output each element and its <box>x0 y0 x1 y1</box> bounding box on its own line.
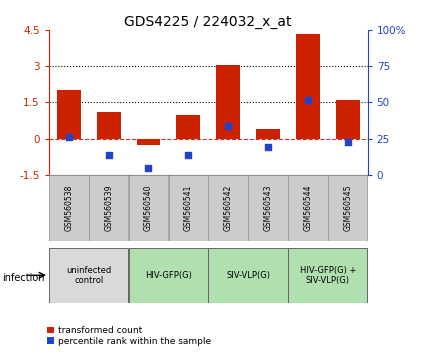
Point <box>65 135 72 140</box>
FancyBboxPatch shape <box>129 175 168 241</box>
FancyBboxPatch shape <box>49 248 128 303</box>
Text: GSM560543: GSM560543 <box>264 184 272 231</box>
FancyBboxPatch shape <box>208 175 248 241</box>
Text: uninfected
control: uninfected control <box>66 266 111 285</box>
Text: HIV-GFP(G): HIV-GFP(G) <box>145 271 192 280</box>
Text: GSM560538: GSM560538 <box>64 185 73 231</box>
FancyBboxPatch shape <box>248 175 288 241</box>
Point <box>265 144 272 150</box>
Text: SIV-VLP(G): SIV-VLP(G) <box>226 271 270 280</box>
Point <box>185 152 192 158</box>
Text: GSM560544: GSM560544 <box>303 184 312 231</box>
Point <box>344 139 351 144</box>
FancyBboxPatch shape <box>208 248 288 303</box>
FancyBboxPatch shape <box>129 248 208 303</box>
FancyBboxPatch shape <box>288 175 328 241</box>
FancyBboxPatch shape <box>89 175 128 241</box>
Text: GSM560542: GSM560542 <box>224 185 232 231</box>
Text: GSM560539: GSM560539 <box>104 184 113 231</box>
Bar <box>296 34 320 139</box>
Bar <box>256 129 280 139</box>
FancyBboxPatch shape <box>49 175 88 241</box>
Text: GSM560541: GSM560541 <box>184 185 193 231</box>
Text: infection: infection <box>2 273 45 283</box>
Text: HIV-GFP(G) +
SIV-VLP(G): HIV-GFP(G) + SIV-VLP(G) <box>300 266 356 285</box>
FancyBboxPatch shape <box>169 175 208 241</box>
Legend: transformed count, percentile rank within the sample: transformed count, percentile rank withi… <box>47 326 211 346</box>
Bar <box>216 65 240 139</box>
FancyBboxPatch shape <box>288 248 368 303</box>
Point <box>105 152 112 158</box>
FancyBboxPatch shape <box>328 175 368 241</box>
Bar <box>96 112 121 139</box>
Point <box>225 123 232 129</box>
Text: GSM560545: GSM560545 <box>343 184 352 231</box>
Text: GSM560540: GSM560540 <box>144 184 153 231</box>
Point <box>304 97 311 102</box>
Bar <box>136 139 160 145</box>
Title: GDS4225 / 224032_x_at: GDS4225 / 224032_x_at <box>125 15 292 29</box>
Bar <box>176 115 200 139</box>
Bar <box>336 100 360 139</box>
Point <box>145 165 152 171</box>
Bar <box>57 90 81 139</box>
